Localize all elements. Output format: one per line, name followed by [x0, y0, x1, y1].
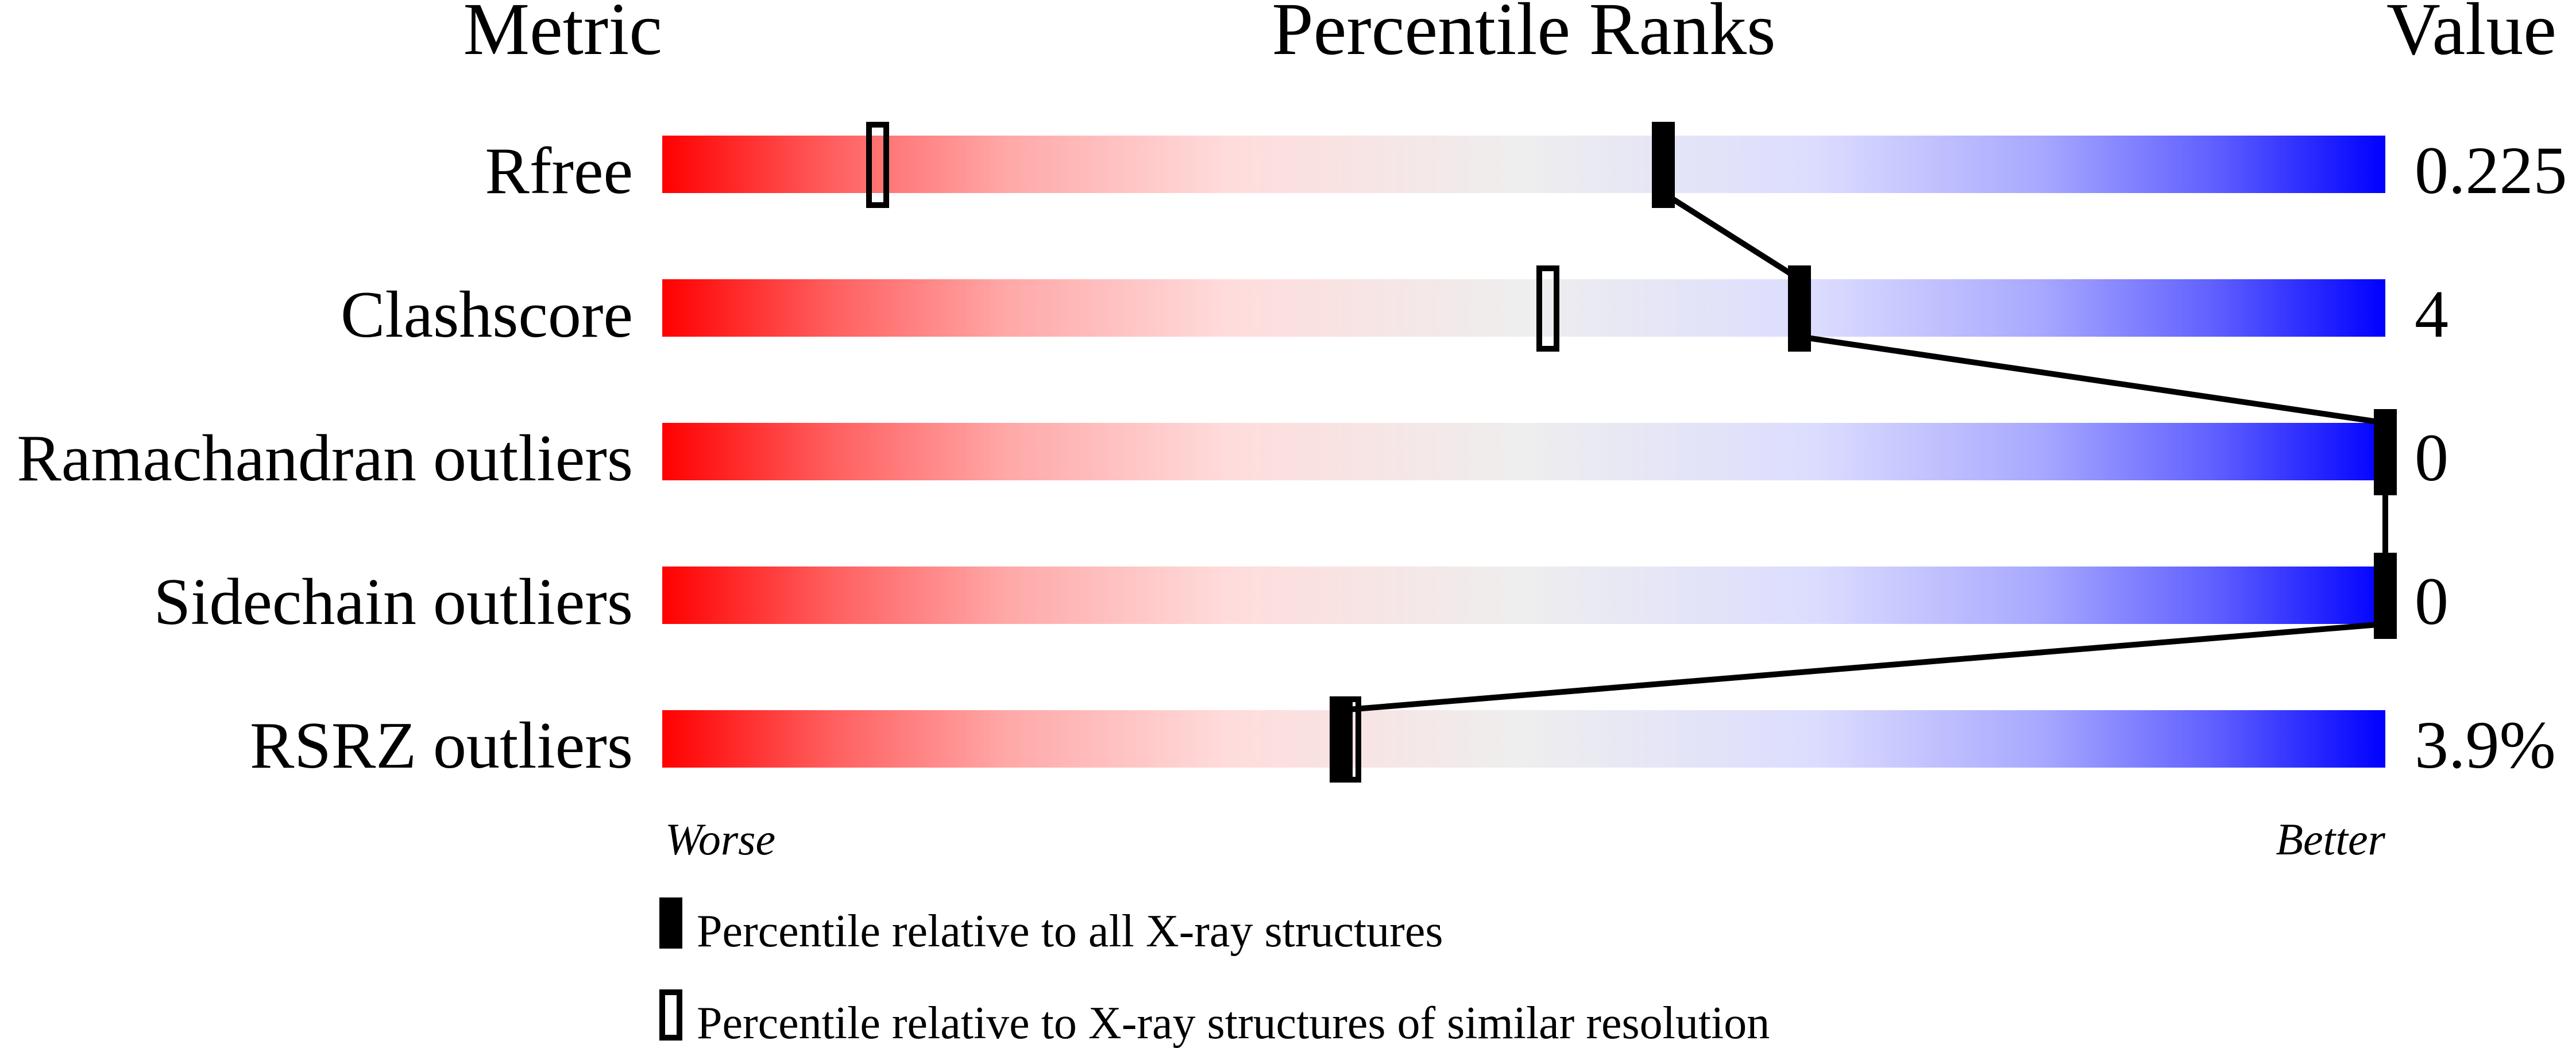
legend-filled-label: Percentile relative to all X-ray structu… — [697, 906, 1443, 957]
markers — [866, 122, 2397, 783]
all-structures-percentile-marker — [2374, 553, 2397, 639]
rows: Rfree 0.225 Clashscore 4 Ramachandran outlie… — [17, 133, 2567, 783]
all-structures-percentile-marker — [1652, 122, 1675, 208]
metric-value: 0 — [2415, 420, 2448, 495]
similar-resolution-percentile-marker — [866, 122, 889, 208]
connector-segment — [1799, 334, 2386, 426]
metric-label: Ramachandran outliers — [17, 422, 633, 495]
metric-label: Clashscore — [341, 278, 633, 352]
percentile-bar — [662, 567, 2385, 624]
percentile-bar — [662, 279, 2385, 337]
worse-label: Worse — [665, 814, 775, 864]
legend-filled-marker-icon — [659, 897, 682, 949]
legend-open-marker-icon — [659, 989, 682, 1041]
all-structures-percentile-marker — [1788, 265, 1811, 352]
metric-value: 4 — [2415, 276, 2448, 352]
metric-value: 3.9% — [2415, 707, 2556, 783]
metric-label: RSRZ outliers — [250, 709, 633, 783]
legend-open-label: Percentile relative to X-ray structures … — [697, 998, 1770, 1048]
metric-value: 0.225 — [2415, 133, 2567, 208]
percentile-header: Percentile Ranks — [1272, 0, 1775, 71]
value-header: Value — [2386, 0, 2556, 71]
percentile-bar — [662, 710, 2385, 768]
connector-segment — [1662, 190, 1801, 282]
metric-label: Sidechain outliers — [154, 565, 633, 639]
all-structures-percentile-marker — [1330, 696, 1353, 783]
better-label: Better — [2276, 814, 2385, 864]
metric-label: Rfree — [485, 134, 633, 208]
similar-resolution-percentile-marker — [1536, 265, 1559, 352]
metric-header: Metric — [463, 0, 662, 71]
percentile-bar — [662, 423, 2385, 480]
percentile-bar — [662, 136, 2385, 193]
connector-segment — [1341, 621, 2386, 713]
metric-value: 0 — [2415, 564, 2448, 639]
all-structures-percentile-marker — [2374, 409, 2397, 495]
